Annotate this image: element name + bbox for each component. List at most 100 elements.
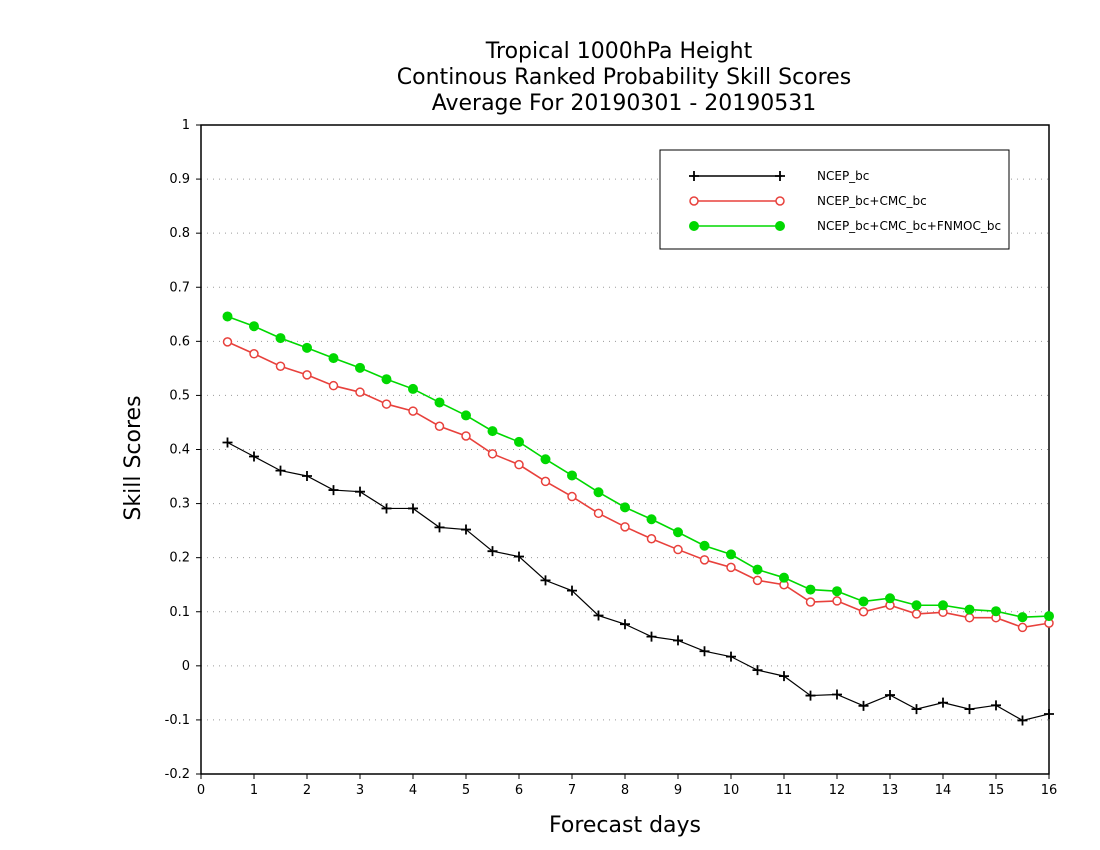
data-point [222,337,233,347]
data-point [646,514,657,525]
data-point [1017,612,1028,623]
data-point [275,361,286,371]
data-point [699,646,710,657]
data-point [461,431,471,441]
x-tick-label: 0 [197,783,205,798]
data-point [752,564,763,575]
data-point [514,551,524,562]
series-line [227,441,1050,722]
data-point [991,606,1001,617]
x-tick-label: 8 [621,783,629,798]
data-point [832,596,842,606]
data-point [355,387,365,397]
data-point [620,619,630,630]
data-point [752,575,763,586]
series-ncep-bc-cmc-bc [222,337,1054,633]
legend-label: NCEP_bc [817,169,869,183]
data-point [752,665,763,676]
x-tick-label: 13 [882,783,899,798]
data-point [779,572,789,583]
data-point [434,522,445,533]
data-point [275,465,286,476]
data-point [593,487,604,498]
data-point [408,383,418,394]
legend-marker [775,171,785,181]
data-point [434,397,445,408]
data-point [540,476,551,487]
legend-box [659,149,1010,250]
data-point [275,333,286,344]
y-tick-label: 0.8 [169,226,190,241]
data-point [726,549,736,560]
legend-entry: NCEP_bc+CMC_bc+FNMOC_bc [689,219,1001,233]
legend-label: NCEP_bc+CMC_bc+FNMOC_bc [817,219,1001,233]
data-point [381,399,392,409]
y-tick-label: 0.7 [169,280,190,295]
data-point [540,575,551,586]
data-point [726,651,736,662]
data-point [222,437,233,448]
data-point [805,584,816,595]
data-point [302,471,312,482]
data-point [673,635,683,646]
data-point [673,527,683,538]
axis-ticks: -0.2-0.100.10.20.30.40.50.60.70.80.910 1 2… [165,118,1058,798]
data-point [991,700,1001,711]
series-line [227,341,1050,629]
y-axis-title: Skill Scores [121,395,146,520]
data-point [567,585,577,596]
series-ncep-bc-cmc-bc-fnmoc-bc [222,311,1054,623]
x-tick-label: 2 [303,783,311,798]
y-tick-label: -0.1 [165,713,190,728]
data-point [1044,708,1054,719]
data-point [487,426,498,437]
y-tick-label: 0.2 [169,551,190,566]
data-point [646,631,657,642]
legend-marker [689,221,699,231]
data-point [779,671,789,682]
y-tick-label: -0.2 [165,767,190,782]
data-point [646,533,657,544]
data-point [1017,715,1028,726]
legend-marker [689,196,699,206]
data-point [461,524,471,535]
legend-marker [775,221,785,231]
x-tick-label: 10 [723,783,740,798]
data-point [593,610,604,621]
chart-title-line-3: Average For 20190301 - 20190531 [432,91,817,116]
x-tick-label: 15 [988,783,1005,798]
grid-lines [201,178,1049,721]
x-tick-label: 7 [568,783,576,798]
x-tick-label: 6 [515,783,523,798]
data-point [567,470,577,481]
data-point [434,421,445,431]
x-tick-label: 5 [462,783,470,798]
data-point [1044,611,1054,622]
data-point [964,704,975,715]
x-tick-label: 11 [776,783,793,798]
data-point [938,600,948,611]
data-point [355,486,365,497]
data-point [885,690,895,701]
data-point [593,508,604,519]
data-point [302,370,312,380]
y-tick-label: 0.3 [169,497,190,512]
chart-title-line-1: Tropical 1000hPa Height [485,39,753,64]
y-tick-label: 0 [182,659,190,674]
data-point [1017,622,1028,633]
data-point [964,604,975,615]
y-tick-label: 0.1 [169,605,190,620]
x-tick-label: 14 [935,783,952,798]
legend-marker [689,171,699,181]
x-tick-label: 12 [829,783,846,798]
data-point [302,342,312,353]
legend-entry: NCEP_bc+CMC_bc [689,194,927,208]
data-point [514,436,524,447]
data-point [408,406,418,416]
data-point [620,522,630,532]
y-tick-label: 0.9 [169,172,190,187]
data-point [832,689,842,700]
data-point [328,380,339,391]
data-point [328,485,339,496]
